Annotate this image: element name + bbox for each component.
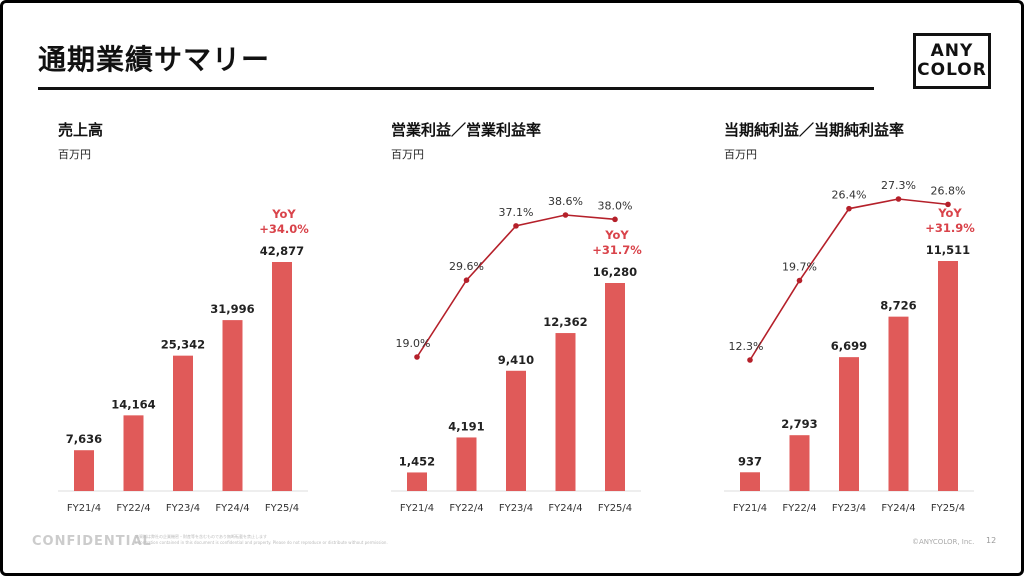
rate-point [747, 357, 753, 363]
x-tick-label: FY24/4 [548, 503, 582, 514]
rate-line-2 [416, 214, 616, 358]
anycolor-logo: ANY COLOR [913, 33, 991, 89]
rate-point [945, 201, 951, 208]
rate-point [895, 196, 902, 202]
bar-value-label: 8,726 [880, 299, 916, 313]
rate-value-label: 12.3% [729, 340, 764, 353]
bar-value-label: 14,164 [111, 397, 155, 411]
footer-notice-line-1: 本資料は弊社の企業機密・財産等を含むものであり無断転載を禁止します [135, 534, 267, 539]
confidential-label: CONFIDENTIAL [32, 534, 152, 549]
yoy-value: +34.0% [259, 222, 309, 236]
rate-point [414, 354, 420, 360]
rate-point [562, 212, 569, 218]
rate-value-label: 19.7% [782, 261, 817, 274]
bar-value-label: 4,191 [448, 419, 484, 433]
yoy-value: +31.7% [592, 243, 642, 257]
rate-line-3 [749, 198, 949, 361]
revenue-unit-label: 百万円 [58, 148, 91, 161]
x-tick-label: FY24/4 [881, 503, 915, 514]
bar-value-label: 937 [738, 454, 762, 468]
footer-notice: 本資料は弊社の企業機密・財産等を含むものであり無断転載を禁止します Inform… [135, 534, 395, 546]
yoy-label: YoY [937, 206, 962, 220]
rate-value-label: 26.8% [931, 184, 966, 197]
rate-value-label: 27.3% [881, 179, 916, 192]
page-number: 12 [986, 536, 997, 545]
yoy-label: YoY [604, 228, 629, 242]
bar-3-FY25/4 [938, 261, 958, 491]
rate-point [846, 205, 852, 212]
page-title: 通期業績サマリー [38, 43, 271, 76]
rate-value-label: 38.0% [598, 199, 633, 212]
revenue-chart-title: 売上高 [58, 121, 104, 139]
bar-2-FY23/4 [506, 370, 526, 491]
logo-line-2: COLOR [917, 60, 987, 80]
x-tick-label: FY23/4 [499, 503, 533, 514]
x-tick-label: FY21/4 [67, 503, 101, 514]
x-tick-label: FY22/4 [782, 503, 816, 514]
bar-1-FY23/4 [173, 355, 193, 491]
x-tick-label: FY25/4 [931, 503, 965, 514]
bar-value-label: 25,342 [161, 338, 205, 352]
bar-value-label: 7,636 [66, 432, 102, 446]
logo-line-1: ANY [930, 41, 974, 61]
rate-point [463, 277, 470, 284]
bar-2-FY21/4 [407, 472, 427, 491]
yoy-value: +31.9% [925, 221, 975, 235]
net-income-unit-label: 百万円 [724, 148, 757, 161]
bar-value-label: 6,699 [831, 339, 867, 353]
bar-value-label: 12,362 [543, 315, 587, 329]
rate-value-label: 26.4% [832, 189, 867, 202]
operating-profit-unit-label: 百万円 [391, 148, 424, 161]
x-tick-label: FY21/4 [733, 503, 767, 514]
rate-value-label: 29.6% [449, 260, 484, 273]
yoy-label: YoY [271, 207, 296, 221]
bar-3-FY22/4 [789, 435, 810, 491]
x-tick-label: FY25/4 [598, 503, 632, 514]
net-income-chart-title: 当期純利益／当期純利益率 [724, 121, 905, 139]
x-tick-label: FY25/4 [265, 503, 299, 514]
rate-point [796, 277, 803, 284]
bar-2-FY22/4 [456, 437, 477, 491]
bar-value-label: 42,877 [260, 244, 304, 258]
bar-value-label: 1,452 [399, 454, 435, 468]
x-tick-label: FY22/4 [116, 503, 150, 514]
rate-point [513, 223, 519, 229]
bar-1-FY22/4 [123, 415, 144, 491]
bar-value-label: 11,511 [926, 243, 970, 257]
rate-value-label: 37.1% [499, 206, 534, 219]
x-tick-label: FY23/4 [832, 503, 866, 514]
rate-value-label: 38.6% [548, 195, 583, 208]
x-tick-label: FY24/4 [215, 503, 249, 514]
bar-value-label: 2,793 [781, 417, 817, 431]
x-tick-label: FY21/4 [400, 503, 434, 514]
title-underline [38, 87, 874, 90]
bar-2-FY25/4 [605, 283, 625, 491]
bar-value-label: 9,410 [498, 353, 534, 367]
bar-1-FY24/4 [222, 320, 243, 491]
x-tick-label: FY22/4 [449, 503, 483, 514]
rate-point [612, 216, 618, 223]
bar-1-FY21/4 [74, 450, 94, 491]
bar-1-FY25/4 [272, 262, 292, 491]
bar-3-FY21/4 [740, 472, 760, 491]
copyright-text: ©ANYCOLOR, Inc. [912, 538, 975, 546]
rate-value-label: 19.0% [396, 337, 431, 350]
bar-value-label: 31,996 [210, 302, 254, 316]
bar-value-label: 16,280 [593, 265, 637, 279]
bar-2-FY24/4 [555, 333, 576, 491]
footer-notice-line-2: Information contained in this document i… [135, 540, 388, 545]
operating-profit-chart-title: 営業利益／営業利益率 [391, 121, 542, 139]
bar-3-FY23/4 [839, 357, 859, 491]
bar-3-FY24/4 [888, 316, 909, 491]
x-tick-label: FY23/4 [166, 503, 200, 514]
